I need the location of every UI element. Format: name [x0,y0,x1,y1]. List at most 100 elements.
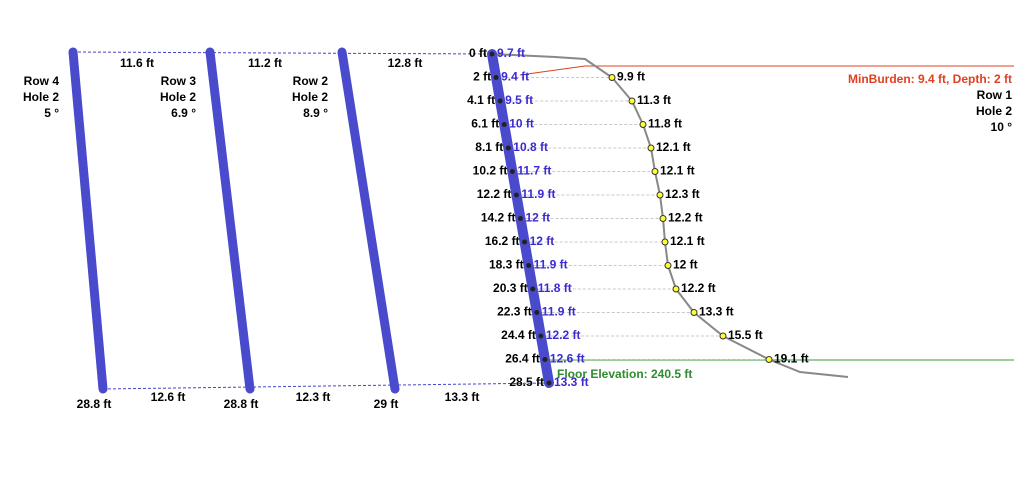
depth-label: 8.1 ft [475,140,503,154]
face-point [664,262,672,269]
depth-point [542,357,548,362]
depth-label: 4.1 ft [467,93,495,107]
hole-label: Row 2 [293,74,329,88]
depth-label: 16.2 ft [485,234,520,248]
top-spacing: 11.2 ft [248,56,282,70]
depth-label: 6.1 ft [471,117,499,131]
depth-point [493,75,499,80]
depth-point [505,145,511,151]
burden-label: 13.3 ft [554,375,589,389]
depth-point [497,98,503,104]
face-point [690,309,698,316]
face-distance: 12.2 ft [668,211,703,225]
face-distance: 12.1 ft [656,140,691,154]
depth-label: 26.4 ft [505,352,540,366]
depth-point [522,239,528,245]
depth-point [526,263,532,268]
hole-depth: 28.8 ft [224,397,259,411]
depth-label: 14.2 ft [481,211,516,225]
face-distance: 12 ft [673,258,698,272]
hole-label: Hole 2 [160,90,196,104]
burden-label: 9.5 ft [505,93,533,107]
burden-label: 11.9 ft [534,258,568,272]
face-distance: 11.8 ft [648,117,682,131]
hole [205,47,255,394]
burden-label: 12 ft [526,211,551,225]
face-point [651,168,659,175]
min-burden-label: MinBurden: 9.4 ft, Depth: 2 ft [848,72,1012,86]
depth-label: 10.2 ft [473,164,508,178]
depth-label: 24.4 ft [501,328,536,342]
depth-point [534,310,540,315]
depth-label: 20.3 ft [493,281,528,295]
burden-label: 10 ft [509,117,534,131]
floor-label: Floor Elevation: 240.5 ft [557,367,692,381]
depth-label: 28.5 ft [509,375,544,389]
face-point [765,356,773,363]
depth-label: 12.2 ft [477,187,512,201]
hole-label: 6.9 ° [171,106,196,120]
bottom-spacing: 13.3 ft [445,390,480,404]
hole-label: Hole 2 [976,104,1012,118]
depth-label: 0 ft [469,46,487,60]
hole-label: Row 4 [24,74,60,88]
depth-point [546,380,552,386]
hole-label: Hole 2 [292,90,328,104]
depth-point [530,286,536,292]
depth-point [509,169,515,174]
face-point [661,238,669,246]
face-point [656,191,664,199]
face-point [659,215,667,222]
face-distance: 13.3 ft [699,305,734,319]
dynamic: Row 4 Hole 2 5 ° 28.8 ft 11.6 ft 12.6 ft Row 3… [23,46,1012,411]
depth-point [518,216,523,221]
top-spacing: 12.8 ft [388,56,423,70]
face-point [719,332,727,340]
hole-label: 8.9 ° [303,106,328,120]
hole [68,47,108,394]
burden-label: 11.8 ft [538,281,572,295]
depth-point [513,192,519,198]
face-distance: 15.5 ft [728,328,763,342]
depth-point [489,51,495,57]
depth-label: 22.3 ft [497,305,532,319]
depth-label: 18.3 ft [489,258,524,272]
top-line [72,51,493,55]
bottom-line [102,382,550,390]
hole [337,47,400,394]
burden-label: 11.9 ft [521,187,555,201]
face-distance: 19.1 ft [774,352,809,366]
hole-label: Row 1 [977,88,1013,102]
hole-label: 10 ° [991,120,1013,134]
burden-label: 12 ft [530,234,555,248]
face-distance: 12.1 ft [660,164,695,178]
burden-label: 11.7 ft [517,164,551,178]
face-distance: 11.3 ft [637,93,671,107]
min-burden-line [519,65,1014,76]
hole-depth: 29 ft [374,397,399,411]
face-distance: 12.2 ft [681,281,716,295]
bottom-spacing: 12.6 ft [151,390,186,404]
face-point [608,74,616,81]
face-point [639,121,647,128]
burden-label: 9.7 ft [497,46,525,60]
burden-label: 11.9 ft [542,305,576,319]
face-profile [491,53,849,378]
burden-label: 10.8 ft [513,140,548,154]
face-distance: 9.9 ft [617,70,645,84]
face-distance: 12.1 ft [670,234,705,248]
hole-depth: 28.8 ft [77,397,112,411]
top-spacing: 11.6 ft [120,56,154,70]
face-point [628,97,636,105]
face-distance: 12.3 ft [665,187,700,201]
face-point [647,144,655,152]
face-point [672,285,680,293]
burden-label: 9.4 ft [501,70,529,84]
hole-label: Row 3 [161,74,197,88]
depth-point [538,333,544,339]
depth-point [501,122,507,127]
bottom-spacing: 12.3 ft [296,390,331,404]
burden-label: 12.6 ft [550,352,585,366]
depth-label: 2 ft [473,70,491,84]
